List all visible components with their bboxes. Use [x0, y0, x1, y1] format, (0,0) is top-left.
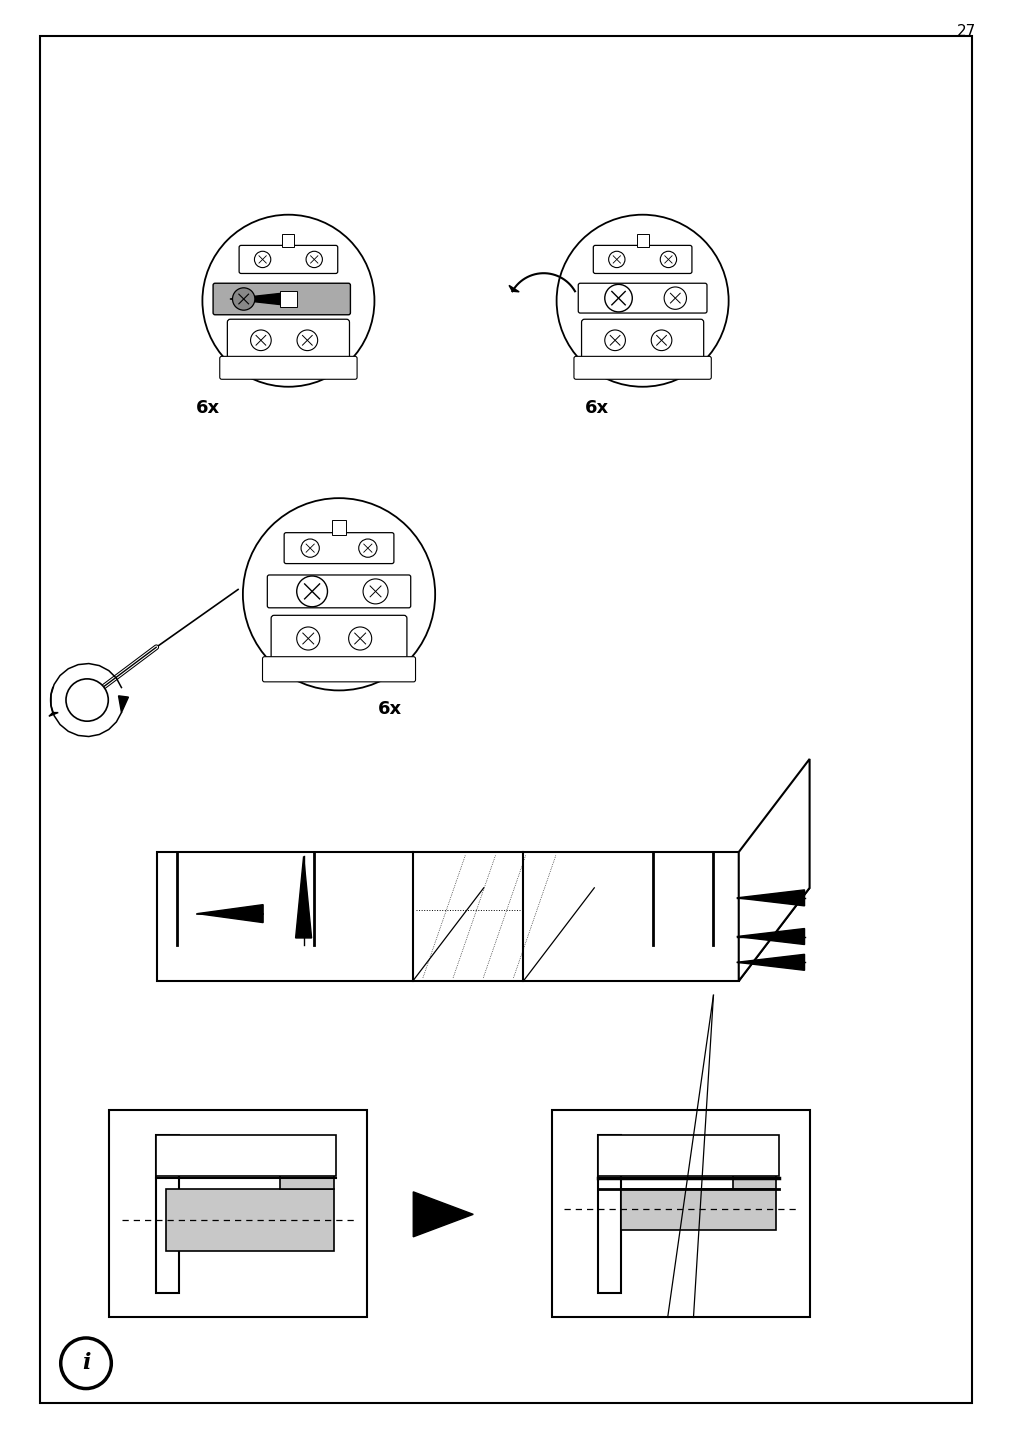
Polygon shape	[736, 928, 804, 945]
Polygon shape	[736, 954, 804, 971]
FancyBboxPatch shape	[271, 616, 406, 662]
Circle shape	[300, 538, 319, 557]
Polygon shape	[412, 1191, 473, 1237]
Bar	[279, 291, 297, 308]
Text: 6x: 6x	[377, 700, 401, 717]
Bar	[156, 1134, 179, 1293]
Circle shape	[650, 329, 671, 351]
Circle shape	[254, 251, 271, 268]
Bar	[636, 235, 648, 248]
Circle shape	[66, 679, 108, 722]
Circle shape	[296, 329, 317, 351]
Circle shape	[61, 1337, 111, 1389]
Bar	[109, 1110, 367, 1317]
Circle shape	[659, 251, 676, 268]
FancyBboxPatch shape	[573, 357, 711, 379]
Circle shape	[363, 579, 387, 604]
Circle shape	[305, 251, 323, 268]
FancyBboxPatch shape	[213, 284, 350, 315]
Polygon shape	[197, 905, 263, 922]
Circle shape	[358, 538, 377, 557]
Polygon shape	[295, 856, 311, 938]
Polygon shape	[229, 294, 284, 305]
Bar	[551, 1110, 809, 1317]
FancyBboxPatch shape	[581, 319, 703, 361]
Circle shape	[243, 498, 435, 690]
Polygon shape	[157, 888, 809, 981]
FancyBboxPatch shape	[262, 657, 416, 682]
Bar	[282, 235, 294, 248]
Bar	[166, 1189, 334, 1252]
Bar	[621, 1189, 775, 1230]
FancyBboxPatch shape	[239, 245, 338, 274]
Circle shape	[608, 251, 625, 268]
Circle shape	[251, 329, 271, 351]
Bar	[280, 1157, 334, 1189]
Bar	[598, 1134, 621, 1293]
Circle shape	[202, 215, 374, 387]
Text: 27: 27	[955, 24, 976, 39]
Polygon shape	[738, 759, 809, 981]
Circle shape	[605, 329, 625, 351]
FancyBboxPatch shape	[284, 533, 393, 564]
FancyBboxPatch shape	[267, 576, 410, 607]
Polygon shape	[118, 696, 128, 713]
Bar	[332, 520, 346, 534]
FancyBboxPatch shape	[227, 319, 349, 361]
Bar	[598, 1134, 777, 1176]
Circle shape	[233, 288, 255, 311]
Circle shape	[296, 576, 328, 607]
FancyBboxPatch shape	[577, 284, 707, 314]
Polygon shape	[509, 285, 519, 292]
Circle shape	[296, 627, 319, 650]
Circle shape	[663, 286, 685, 309]
Polygon shape	[157, 852, 738, 981]
Text: 6x: 6x	[195, 400, 219, 417]
Polygon shape	[736, 889, 804, 906]
Text: i: i	[82, 1352, 90, 1375]
FancyBboxPatch shape	[219, 357, 357, 379]
Circle shape	[556, 215, 728, 387]
Circle shape	[605, 285, 632, 312]
FancyBboxPatch shape	[592, 245, 692, 274]
Polygon shape	[49, 713, 59, 716]
Text: 6x: 6x	[584, 400, 609, 417]
Circle shape	[349, 627, 371, 650]
Bar	[732, 1157, 775, 1189]
Bar	[156, 1134, 336, 1176]
